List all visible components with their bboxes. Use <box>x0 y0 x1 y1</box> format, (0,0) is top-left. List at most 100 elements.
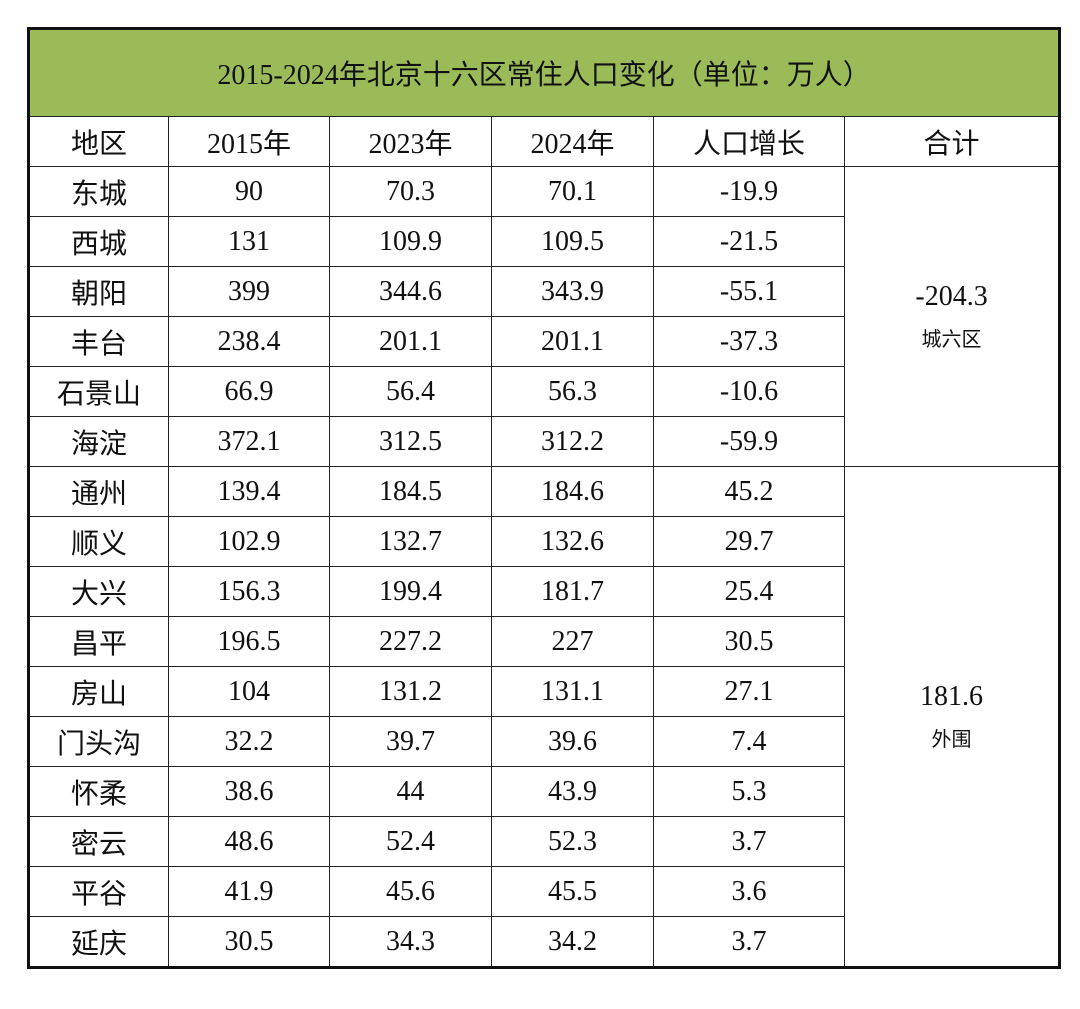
header-cell: 地区 <box>28 116 169 167</box>
value-cell: 372.1 <box>168 416 330 467</box>
group-total: -204.3 <box>915 281 988 312</box>
value-cell: 132.6 <box>491 516 654 567</box>
value-cell: 32.2 <box>168 716 330 767</box>
district-cell: 西城 <box>28 216 169 267</box>
value-cell: 344.6 <box>329 266 492 317</box>
table-title: 2015-2024年北京十六区常住人口变化（单位：万人） <box>27 28 1061 117</box>
district-cell: 昌平 <box>28 616 169 667</box>
value-cell: 56.4 <box>329 366 492 417</box>
value-cell: 52.3 <box>491 816 654 867</box>
value-cell: 66.9 <box>168 366 330 417</box>
value-cell: -21.5 <box>653 216 845 267</box>
value-cell: 102.9 <box>168 516 330 567</box>
value-cell: 104 <box>168 666 330 717</box>
value-cell: 70.1 <box>491 166 654 217</box>
value-cell: 45.2 <box>653 466 845 517</box>
district-cell: 延庆 <box>28 916 169 968</box>
value-cell: 399 <box>168 266 330 317</box>
value-cell: 156.3 <box>168 566 330 617</box>
data-row: 大兴 156.3 199.4 181.7 25.4 <box>28 566 1060 617</box>
population-table: 2015-2024年北京十六区常住人口变化（单位：万人） 地区 2015年 2023… <box>27 27 1062 969</box>
data-row: 房山 104 131.2 131.1 27.1 <box>28 666 1060 717</box>
value-cell: 29.7 <box>653 516 845 567</box>
data-row: 东城 90 70.3 70.1 -19.9 -204.3 城六区 <box>28 166 1061 467</box>
group-total: 181.6 <box>920 681 984 712</box>
data-row: 丰台 238.4 201.1 201.1 -37.3 <box>28 316 1060 367</box>
group-total-cell: -204.3 城六区 <box>843 166 1061 467</box>
data-row: 朝阳 399 344.6 343.9 -55.1 <box>28 266 1060 317</box>
value-cell: 34.2 <box>491 916 654 968</box>
value-cell: 39.6 <box>491 716 654 767</box>
value-cell: 184.5 <box>329 466 492 517</box>
group-total-cell: 181.6 外围 <box>843 466 1061 968</box>
header-cell: 2015年 <box>168 116 330 167</box>
district-cell: 门头沟 <box>28 716 169 767</box>
value-cell: 238.4 <box>168 316 330 367</box>
value-cell: 41.9 <box>168 866 330 917</box>
value-cell: -19.9 <box>653 166 845 217</box>
value-cell: 312.5 <box>329 416 492 467</box>
value-cell: 48.6 <box>168 816 330 867</box>
table-body: 2015-2024年北京十六区常住人口变化（单位：万人） 地区 2015年 2023… <box>27 28 1061 968</box>
district-cell: 大兴 <box>28 566 169 617</box>
value-cell: 3.7 <box>653 916 845 968</box>
district-cell: 海淀 <box>28 416 169 467</box>
value-cell: 43.9 <box>491 766 654 817</box>
value-cell: 7.4 <box>653 716 845 767</box>
title-row: 2015-2024年北京十六区常住人口变化（单位：万人） <box>27 28 1061 117</box>
value-cell: 131 <box>168 216 330 267</box>
district-cell: 朝阳 <box>28 266 169 317</box>
value-cell: 30.5 <box>653 616 845 667</box>
value-cell: 44 <box>329 766 492 817</box>
value-cell: 131.1 <box>491 666 654 717</box>
value-cell: 312.2 <box>491 416 654 467</box>
value-cell: 201.1 <box>329 316 492 367</box>
header-cell: 2023年 <box>329 116 492 167</box>
district-cell: 丰台 <box>28 316 169 367</box>
value-cell: 3.6 <box>653 866 845 917</box>
header-cell: 人口增长 <box>653 116 845 167</box>
value-cell: 27.1 <box>653 666 845 717</box>
district-cell: 密云 <box>28 816 169 867</box>
value-cell: 109.5 <box>491 216 654 267</box>
value-cell: -37.3 <box>653 316 845 367</box>
value-cell: 131.2 <box>329 666 492 717</box>
value-cell: 184.6 <box>491 466 654 517</box>
value-cell: 56.3 <box>491 366 654 417</box>
district-cell: 通州 <box>28 466 169 517</box>
district-cell: 平谷 <box>28 866 169 917</box>
value-cell: 109.9 <box>329 216 492 267</box>
value-cell: 30.5 <box>168 916 330 968</box>
group-label: 外围 <box>931 729 972 751</box>
district-cell: 怀柔 <box>28 766 169 817</box>
value-cell: 90 <box>168 166 330 217</box>
value-cell: 52.4 <box>329 816 492 867</box>
value-cell: 139.4 <box>168 466 330 517</box>
value-cell: 201.1 <box>491 316 654 367</box>
value-cell: 70.3 <box>329 166 492 217</box>
value-cell: 199.4 <box>329 566 492 617</box>
value-cell: 227.2 <box>329 616 492 667</box>
value-cell: 45.5 <box>491 866 654 917</box>
data-row: 通州 139.4 184.5 184.6 45.2 181.6 外围 <box>28 466 1061 968</box>
data-row: 平谷 41.9 45.6 45.5 3.6 <box>28 866 1060 917</box>
value-cell: 45.6 <box>329 866 492 917</box>
value-cell: 181.7 <box>491 566 654 617</box>
data-row: 海淀 372.1 312.5 312.2 -59.9 <box>28 416 1060 467</box>
district-cell: 东城 <box>28 166 169 217</box>
value-cell: 132.7 <box>329 516 492 567</box>
data-row: 怀柔 38.6 44 43.9 5.3 <box>28 766 1060 817</box>
value-cell: 227 <box>491 616 654 667</box>
value-cell: 34.3 <box>329 916 492 968</box>
value-cell: -10.6 <box>653 366 845 417</box>
value-cell: 25.4 <box>653 566 845 617</box>
value-cell: -55.1 <box>653 266 845 317</box>
header-cell: 2024年 <box>491 116 654 167</box>
data-row: 延庆 30.5 34.3 34.2 3.7 <box>28 916 1060 968</box>
header-cell: 合计 <box>843 116 1061 167</box>
value-cell: 196.5 <box>168 616 330 667</box>
value-cell: -59.9 <box>653 416 845 467</box>
district-cell: 房山 <box>28 666 169 717</box>
value-cell: 5.3 <box>653 766 845 817</box>
